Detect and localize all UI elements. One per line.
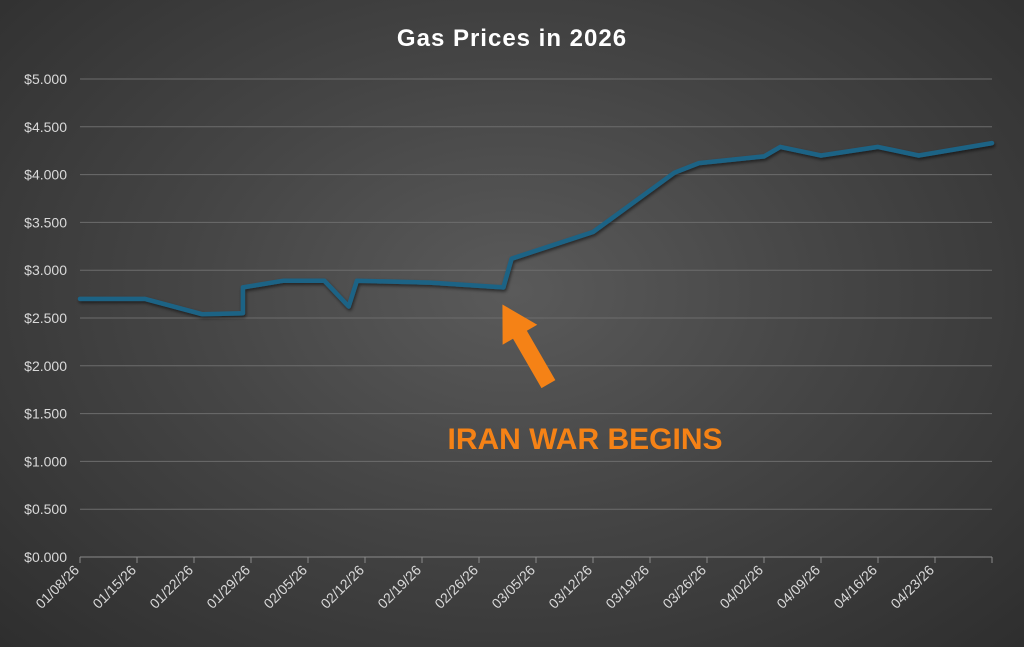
x-axis: 01/08/26 01/15/26 01/22/26 01/29/26 02/05/26… <box>32 556 993 612</box>
x-tick-label: 01/15/26 <box>89 562 139 612</box>
x-tick-label: 02/26/26 <box>431 562 481 612</box>
y-tick-label: $1.500 <box>24 406 67 422</box>
y-tick-label: $1.000 <box>24 453 67 469</box>
x-tick-label: 01/29/26 <box>203 562 253 612</box>
x-tick-label: 04/09/26 <box>773 562 823 612</box>
x-tick-label: 03/12/26 <box>545 562 595 612</box>
x-tick-label: 02/05/26 <box>260 562 310 612</box>
y-tick-label: $4.000 <box>24 167 67 183</box>
x-tick-label: 01/08/26 <box>32 562 82 612</box>
annotation-label: IRAN WAR BEGINS <box>447 423 722 456</box>
arrow-icon <box>502 304 556 389</box>
x-tick-label: 01/22/26 <box>146 562 196 612</box>
annotation-layer: IRAN WAR BEGINS <box>447 304 723 456</box>
grid-lines <box>80 78 992 510</box>
x-tick-label: 04/23/26 <box>887 562 937 612</box>
x-tick-label: 03/26/26 <box>659 562 709 612</box>
annotation-arrow <box>502 304 556 389</box>
x-tick-label: 02/19/26 <box>374 562 424 612</box>
y-tick-label: $4.500 <box>24 119 67 135</box>
y-tick-label: $3.000 <box>24 262 67 278</box>
x-tick-label: 03/19/26 <box>602 562 652 612</box>
y-tick-label: $2.500 <box>24 310 67 326</box>
series-layer <box>77 140 995 317</box>
y-tick-label: $0.000 <box>24 549 67 565</box>
y-axis: $0.000 $0.500 $1.000 $1.500 $2.000 $2.500 $3.0… <box>24 71 67 565</box>
chart-title: Gas Prices in 2026 <box>397 25 627 52</box>
x-tick-label: 04/16/26 <box>830 562 880 612</box>
y-tick-label: $3.500 <box>24 214 67 230</box>
x-tick-label: 02/12/26 <box>317 562 367 612</box>
y-tick-label: $5.000 <box>24 71 67 87</box>
x-tick-label: 03/05/26 <box>488 562 538 612</box>
y-tick-label: $0.500 <box>24 501 67 517</box>
series-line <box>77 140 995 317</box>
y-tick-label: $2.000 <box>24 358 67 374</box>
x-tick-label: 04/02/26 <box>716 562 766 612</box>
